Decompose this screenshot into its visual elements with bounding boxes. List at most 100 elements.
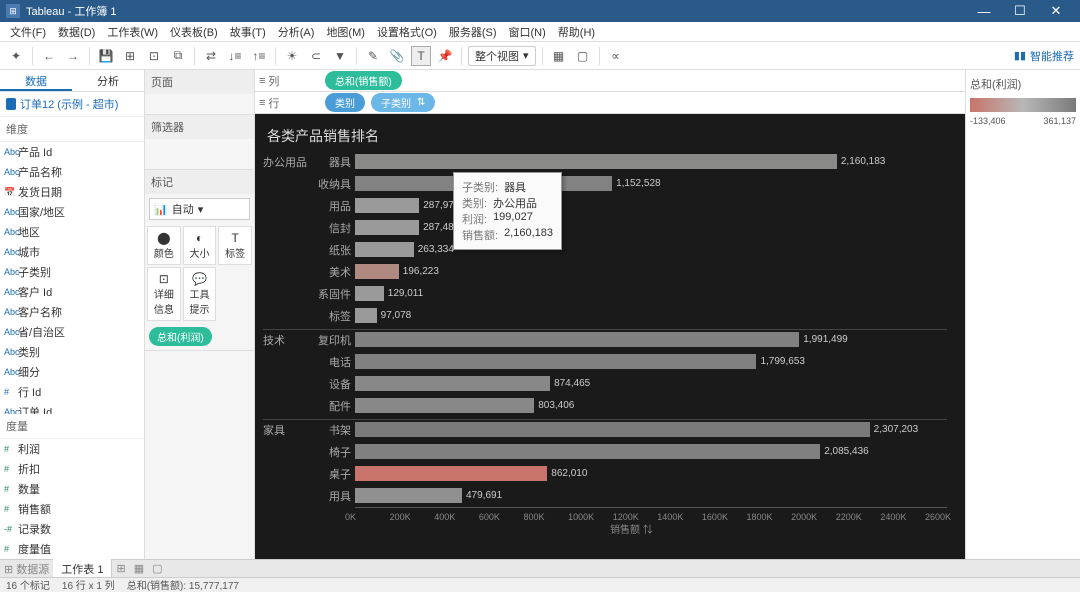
menu-item[interactable]: 工作表(W) xyxy=(101,24,164,40)
marks-tooltip[interactable]: 💬工具提示 xyxy=(183,267,217,321)
axis-tick: 200K xyxy=(390,512,411,522)
bar[interactable] xyxy=(355,398,534,413)
rows-pill-2[interactable]: 子类别 ⇅ xyxy=(371,93,435,112)
bar[interactable] xyxy=(355,354,756,369)
new-datasource-button[interactable]: ⊞ xyxy=(120,46,140,66)
show-me-button[interactable]: ▮▮ 智能推荐 xyxy=(1014,48,1074,64)
new-dashboard-button[interactable]: ▦ xyxy=(130,562,148,575)
pin-button[interactable]: 📎 xyxy=(387,46,407,66)
field-item[interactable]: Abc客户 Id xyxy=(0,282,144,302)
filter-button[interactable]: ▼ xyxy=(330,46,350,66)
rows-shelf[interactable]: ≡ 行 类别 子类别 ⇅ xyxy=(255,92,965,114)
field-item[interactable]: #数量 xyxy=(0,479,144,499)
menu-item[interactable]: 数据(D) xyxy=(52,24,101,40)
columns-shelf[interactable]: ≡ 列 总和(销售额) xyxy=(255,70,965,92)
label-button[interactable]: ✎ xyxy=(363,46,383,66)
menu-item[interactable]: 故事(T) xyxy=(224,24,272,40)
field-item[interactable]: Abc产品名称 xyxy=(0,162,144,182)
field-item[interactable]: Abc城市 xyxy=(0,242,144,262)
bar[interactable] xyxy=(355,444,820,459)
legend-gradient[interactable] xyxy=(970,98,1076,112)
datasource-tab[interactable]: ⊞ 数据源 xyxy=(0,561,53,577)
sort-desc-button[interactable]: ↑≡ xyxy=(249,46,269,66)
bar[interactable] xyxy=(355,286,384,301)
marks-color-pill[interactable]: 总和(利润) xyxy=(149,327,212,346)
sub-label: 复印机 xyxy=(311,332,351,348)
field-item[interactable]: Abc国家/地区 xyxy=(0,202,144,222)
field-item[interactable]: #行 Id xyxy=(0,382,144,402)
new-sheet-button[interactable]: ⊞ xyxy=(112,562,129,575)
new-worksheet-button[interactable]: ⊡ xyxy=(144,46,164,66)
dimensions-header: 维度 xyxy=(0,117,144,142)
data-source[interactable]: 订单12 (示例 - 超市) xyxy=(0,92,144,117)
bar[interactable] xyxy=(355,488,462,503)
swap-button[interactable]: ⇄ xyxy=(201,46,221,66)
close-button[interactable]: ✕ xyxy=(1038,3,1074,19)
back-button[interactable]: ← xyxy=(39,46,59,66)
field-item[interactable]: Abc订单 Id xyxy=(0,402,144,414)
bar[interactable] xyxy=(355,466,547,481)
marks-color[interactable]: ⬤颜色 xyxy=(147,226,181,265)
group-label: 家具 xyxy=(263,422,285,438)
group-button[interactable]: ⊂ xyxy=(306,46,326,66)
field-item[interactable]: Abc类别 xyxy=(0,342,144,362)
marks-detail[interactable]: ⊡详细信息 xyxy=(147,267,181,321)
field-item[interactable]: Abc地区 xyxy=(0,222,144,242)
menu-item[interactable]: 帮助(H) xyxy=(552,24,601,40)
bar[interactable] xyxy=(355,154,837,169)
share-button[interactable]: ∝ xyxy=(606,46,626,66)
field-item[interactable]: Abc产品 Id xyxy=(0,142,144,162)
bar[interactable] xyxy=(355,264,399,279)
menu-item[interactable]: 窗口(N) xyxy=(503,24,552,40)
menu-item[interactable]: 分析(A) xyxy=(272,24,321,40)
rows-pill-1[interactable]: 类别 xyxy=(325,93,365,112)
field-item[interactable]: Abc省/自治区 xyxy=(0,322,144,342)
field-item[interactable]: -#记录数 xyxy=(0,519,144,539)
menu-item[interactable]: 服务器(S) xyxy=(443,24,503,40)
presentation-button[interactable]: ▢ xyxy=(573,46,593,66)
worksheet-tab-1[interactable]: 工作表 1 xyxy=(53,559,112,579)
duplicate-button[interactable]: ⧉ xyxy=(168,46,188,66)
tab-analytics[interactable]: 分析 xyxy=(72,70,144,91)
menu-item[interactable]: 仪表板(B) xyxy=(164,24,224,40)
pin2-button[interactable]: 📌 xyxy=(435,46,455,66)
bar[interactable] xyxy=(355,198,419,213)
columns-pill[interactable]: 总和(销售额) xyxy=(325,71,402,90)
maximize-button[interactable]: ☐ xyxy=(1002,3,1038,19)
status-bar: 16 个标记 16 行 x 1 列 总和(销售额): 15,777,177 xyxy=(0,577,1080,591)
menu-item[interactable]: 地图(M) xyxy=(320,24,371,40)
marks-size[interactable]: ◐大小 xyxy=(183,226,217,265)
bar[interactable] xyxy=(355,242,414,257)
forward-button[interactable]: → xyxy=(63,46,83,66)
field-item[interactable]: #利润 xyxy=(0,439,144,459)
field-item[interactable]: Abc细分 xyxy=(0,362,144,382)
app-title: Tableau - 工作簿 1 xyxy=(26,3,966,19)
new-story-button[interactable]: ▢ xyxy=(148,562,166,575)
field-item[interactable]: Abc子类别 xyxy=(0,262,144,282)
menu-item[interactable]: 设置格式(O) xyxy=(371,24,443,40)
axis-tick: 0K xyxy=(345,512,356,522)
fit-selector[interactable]: 整个视图 ▾ xyxy=(468,46,536,66)
bar[interactable] xyxy=(355,220,419,235)
bar[interactable] xyxy=(355,308,377,323)
menu-item[interactable]: 文件(F) xyxy=(4,24,52,40)
field-item[interactable]: #销售额 xyxy=(0,499,144,519)
bar[interactable] xyxy=(355,422,870,437)
sort-asc-button[interactable]: ↓≡ xyxy=(225,46,245,66)
tableau-logo-icon[interactable]: ✦ xyxy=(6,46,26,66)
marks-label[interactable]: T标签 xyxy=(218,226,252,265)
tab-data[interactable]: 数据 xyxy=(0,70,72,91)
field-item[interactable]: 📅发货日期 xyxy=(0,182,144,202)
show-card-button[interactable]: ▦ xyxy=(549,46,569,66)
minimize-button[interactable]: — xyxy=(966,4,1002,19)
field-item[interactable]: #度量值 xyxy=(0,539,144,559)
bar[interactable] xyxy=(355,332,799,347)
field-item[interactable]: Abc客户名称 xyxy=(0,302,144,322)
show-labels-button[interactable]: T xyxy=(411,46,431,66)
save-button[interactable]: 💾 xyxy=(96,46,116,66)
bar[interactable] xyxy=(355,376,550,391)
field-item[interactable]: #折扣 xyxy=(0,459,144,479)
highlight-button[interactable]: ☀ xyxy=(282,46,302,66)
columns-icon: ≡ xyxy=(259,75,265,87)
mark-type-selector[interactable]: 📊 自动 ▾ xyxy=(149,198,250,220)
